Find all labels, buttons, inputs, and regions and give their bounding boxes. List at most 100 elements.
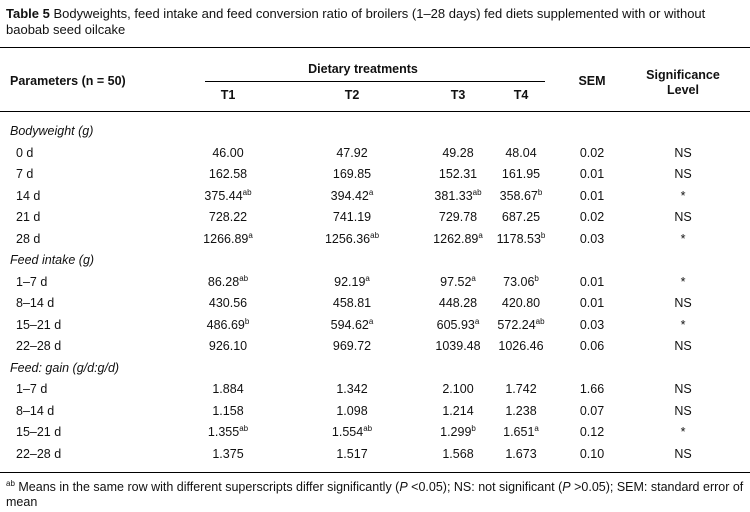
cell-t2: 1.517 (336, 446, 368, 461)
cell-t1: 1.355ab (207, 424, 249, 440)
cell-t3: 729.78 (438, 210, 478, 224)
significance-superscript: a (478, 230, 483, 240)
footnote-superscript: ab (6, 479, 15, 488)
significance-superscript: ab (242, 187, 252, 197)
cell-t2: 169.85 (332, 167, 372, 181)
cell-t2: 1256.36ab (324, 230, 380, 246)
row-parameter: 21 d (16, 210, 41, 224)
cell-t4: 1.238 (505, 403, 537, 418)
cell-sem: 0.01 (579, 167, 605, 181)
cell-t4: 1026.46 (498, 339, 544, 353)
significance-superscript: ab (239, 273, 249, 283)
cell-sem: 0.01 (579, 274, 605, 289)
significance-superscript: a (368, 187, 374, 197)
cell-t1: 1266.89a (203, 230, 253, 246)
cell-t2: 458.81 (332, 296, 372, 310)
significance-superscript: b (540, 230, 546, 240)
row-parameter: 22–28 d (16, 446, 62, 461)
cell-sem: 0.10 (579, 446, 605, 461)
cell-significance: NS (674, 167, 692, 181)
cell-sem: 0.06 (579, 339, 605, 353)
top-rule (0, 47, 750, 48)
row-parameter: 1–7 d (16, 382, 48, 396)
header-significance-line2: Level (667, 83, 699, 97)
cell-significance: NS (674, 296, 692, 310)
row-parameter: 8–14 d (16, 296, 55, 310)
cell-t4: 358.67b (499, 187, 543, 203)
cell-t2: 1.098 (336, 403, 368, 418)
significance-superscript: a (474, 316, 480, 326)
header-sub-rule (205, 81, 545, 82)
cell-t1: 375.44ab (204, 187, 252, 203)
cell-t2: 394.42a (330, 187, 374, 203)
cell-t2: 92.19a (334, 273, 370, 289)
cell-t3: 49.28 (442, 145, 474, 160)
header-t2: T2 (344, 88, 360, 102)
cell-significance: * (680, 317, 686, 332)
cell-t4: 1.673 (505, 446, 537, 461)
significance-superscript: a (365, 273, 370, 283)
cell-t2: 1.554ab (331, 424, 373, 440)
cell-t2: 47.92 (336, 145, 368, 160)
cell-t1: 162.58 (208, 167, 248, 181)
header-t3: T3 (450, 88, 466, 102)
cell-significance: NS (674, 145, 692, 160)
cell-t3: 2.100 (442, 382, 474, 396)
significance-superscript: b (534, 273, 539, 283)
cell-t3: 381.33ab (434, 187, 482, 203)
cell-t2: 594.62a (330, 316, 374, 332)
cell-t2: 969.72 (332, 339, 372, 353)
cell-significance: NS (674, 210, 692, 224)
cell-t4: 48.04 (505, 145, 537, 160)
cell-significance: NS (674, 446, 692, 461)
cell-t4: 572.24ab (497, 316, 545, 332)
cell-significance: * (680, 425, 686, 439)
cell-t3: 448.28 (438, 296, 478, 310)
cell-t4: 420.80 (501, 296, 541, 310)
cell-significance: * (680, 231, 686, 246)
row-parameter: 1–7 d (16, 274, 48, 289)
row-parameter: 28 d (16, 231, 41, 246)
cell-t4: 687.25 (501, 210, 541, 224)
caption-text: Bodyweights, feed intake and feed conver… (6, 6, 706, 37)
cell-t3: 605.93a (436, 316, 480, 332)
cell-t1: 486.69b (206, 316, 250, 332)
cell-t4: 73.06b (503, 273, 539, 289)
header-parameters: Parameters (n = 50) (10, 74, 126, 88)
significance-superscript: ab (239, 424, 249, 433)
cell-sem: 0.01 (579, 296, 605, 310)
cell-t3: 1262.89a (433, 230, 483, 246)
cell-t1: 728.22 (208, 210, 248, 224)
row-parameter: 22–28 d (16, 339, 62, 353)
header-rule (0, 111, 750, 112)
cell-sem: 1.66 (579, 382, 605, 396)
header-significance-line1: Significance (646, 68, 720, 82)
significance-superscript: ab (535, 316, 545, 326)
cell-t1: 46.00 (212, 145, 244, 160)
significance-superscript: ab (370, 230, 380, 240)
cell-t3: 1.214 (442, 403, 474, 418)
cell-t4: 1178.53b (496, 230, 546, 246)
significance-superscript: a (248, 230, 253, 240)
cell-t1: 86.28ab (207, 273, 249, 289)
cell-significance: NS (674, 403, 692, 418)
cell-t3: 1.568 (442, 446, 474, 461)
cell-t3: 152.31 (438, 167, 478, 181)
header-dietary-treatments: Dietary treatments (308, 62, 418, 76)
row-parameter: 7 d (16, 167, 34, 181)
cell-t4: 1.651a (503, 424, 539, 440)
footnote: ab Means in the same row with different … (6, 479, 744, 510)
significance-superscript: a (534, 424, 539, 433)
cell-t1: 1.375 (212, 446, 244, 461)
cell-t3: 1.299b (440, 424, 476, 440)
cell-significance: NS (674, 382, 692, 396)
cell-sem: 0.07 (579, 403, 605, 418)
row-parameter: 15–21 d (16, 317, 62, 332)
cell-t4: 161.95 (501, 167, 541, 181)
cell-significance: * (680, 188, 686, 203)
significance-superscript: b (537, 187, 543, 197)
header-t1: T1 (220, 88, 236, 102)
row-parameter: 15–21 d (16, 425, 62, 439)
section-title: Feed: gain (g/d:g/d) (10, 360, 120, 375)
significance-superscript: ab (472, 187, 482, 197)
